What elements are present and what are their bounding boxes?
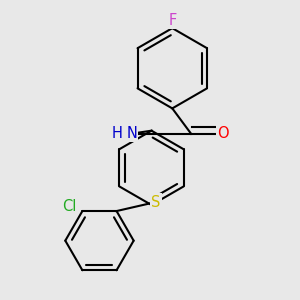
Text: F: F xyxy=(168,13,176,28)
Text: Cl: Cl xyxy=(62,199,76,214)
Text: H: H xyxy=(112,126,123,141)
Text: S: S xyxy=(151,194,160,209)
Text: O: O xyxy=(217,126,229,141)
Text: N: N xyxy=(126,126,137,141)
